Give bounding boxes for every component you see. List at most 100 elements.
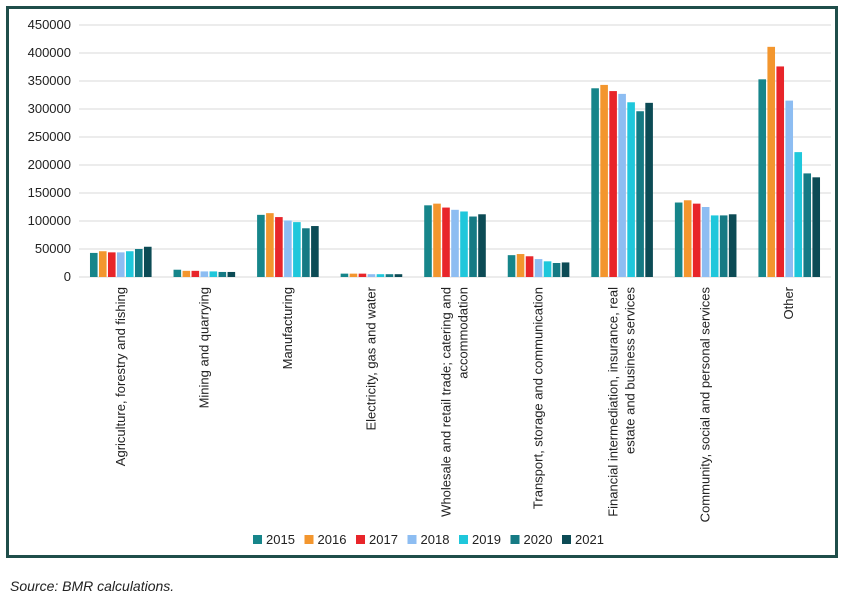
gridlines: [79, 24, 831, 278]
legend-swatch-2016: [304, 535, 314, 544]
bar-2021: [812, 177, 821, 277]
legend-label: 2017: [369, 532, 398, 547]
legend-swatch-2015: [253, 535, 262, 544]
bar-2017: [776, 66, 785, 277]
bar-2020: [302, 228, 310, 277]
legend-label: 2021: [575, 532, 604, 547]
bar-2018: [284, 220, 292, 277]
bar-2018: [200, 271, 209, 277]
bar-2021: [478, 214, 486, 277]
bar-2019: [627, 102, 635, 277]
y-tick-label: 150000: [28, 185, 71, 200]
legend-label: 2019: [472, 532, 501, 547]
bar-2021: [561, 262, 570, 277]
bar-2016: [349, 273, 358, 277]
bar-2015: [758, 79, 767, 277]
bar-2018: [785, 100, 794, 277]
bar-2018: [116, 252, 125, 277]
chart-frame: 0 50000 100000 150000 200000 250000 300000 3500…: [6, 6, 838, 558]
legend-swatch-2021: [562, 535, 571, 544]
bar-2018: [701, 207, 710, 277]
bar-2020: [803, 173, 812, 277]
bar-2019: [710, 215, 719, 277]
bar-2017: [525, 256, 534, 277]
bar-2020: [636, 111, 644, 278]
source-note: Source: BMR calculations.: [10, 578, 175, 594]
category-label: Financial intermediation, insurance, rea…: [606, 287, 621, 517]
category-label: Wholesale and retail trade; catering and: [439, 287, 454, 517]
legend-swatch-2017: [356, 535, 365, 544]
y-axis-ticks: 0 50000 100000 150000 200000 250000 300000 3500…: [28, 17, 71, 284]
bar-2015: [674, 202, 683, 277]
bar-2019: [125, 251, 134, 277]
category-label: Community, social and personal services: [698, 287, 713, 523]
category-label: Manufacturing: [280, 287, 295, 369]
legend-label: 2016: [318, 532, 347, 547]
bar-2016: [433, 203, 441, 277]
bar-2017: [275, 217, 283, 277]
legend: 2015 2016 2017 2018 2019 2020 2021: [253, 532, 604, 547]
bar-2016: [767, 46, 776, 278]
category-label: accommodation: [456, 287, 471, 379]
category-label: estate and business services: [623, 287, 638, 454]
y-tick-label: 300000: [28, 101, 71, 116]
category-label: Agriculture, forestry and fishing: [113, 287, 128, 466]
bar-2019: [460, 211, 468, 277]
bar-2019: [376, 274, 385, 277]
bar-2019: [293, 222, 301, 277]
bar-2021: [143, 246, 152, 277]
bar-2016: [98, 251, 107, 277]
legend-label: 2020: [524, 532, 553, 547]
bar-2018: [618, 93, 626, 277]
bar-2021: [311, 226, 319, 277]
bar-2020: [218, 271, 227, 277]
legend-swatch-2018: [407, 535, 417, 544]
legend-label: 2015: [266, 532, 295, 547]
bar-2020: [719, 215, 728, 277]
bar-2017: [358, 273, 367, 277]
bar-2019: [794, 152, 803, 277]
y-tick-label: 0: [64, 269, 71, 284]
legend-label: 2018: [421, 532, 450, 547]
bar-2015: [591, 88, 599, 277]
bar-2017: [609, 91, 617, 277]
bar-2018: [367, 274, 376, 277]
bar-2017: [442, 207, 450, 277]
bar-2019: [209, 271, 218, 277]
category-label: Mining and quarrying: [196, 287, 211, 408]
y-tick-label: 200000: [28, 157, 71, 172]
bar-2016: [516, 254, 525, 277]
bar-2019: [543, 261, 552, 277]
bar-2018: [534, 259, 543, 277]
bar-chart: 0 50000 100000 150000 200000 250000 300000 3500…: [28, 17, 831, 547]
bar-2021: [227, 271, 236, 277]
bar-2017: [107, 252, 116, 277]
bar-2021: [645, 102, 653, 277]
bar-2015: [89, 252, 98, 277]
bars: [89, 46, 821, 278]
legend-swatch-2020: [510, 535, 520, 544]
bar-2020: [385, 274, 394, 277]
bar-2015: [424, 205, 432, 277]
y-tick-label: 250000: [28, 129, 71, 144]
y-tick-label: 450000: [28, 17, 71, 32]
bar-2020: [469, 216, 477, 277]
bar-2015: [257, 214, 265, 277]
bar-2016: [683, 200, 692, 277]
bar-2018: [451, 209, 459, 277]
bar-2017: [692, 203, 701, 277]
bar-2015: [340, 273, 349, 277]
category-labels: Agriculture, forestry and fishing Mining …: [113, 286, 796, 522]
bar-2021: [728, 214, 737, 277]
bar-2016: [266, 213, 274, 277]
bar-2016: [600, 84, 608, 277]
bar-2015: [507, 255, 516, 277]
legend-swatch-2019: [459, 535, 468, 544]
y-tick-label: 350000: [28, 73, 71, 88]
bar-2020: [134, 249, 143, 277]
bar-2017: [191, 270, 200, 277]
bar-2016: [182, 270, 191, 277]
y-tick-label: 400000: [28, 45, 71, 60]
bar-2015: [173, 269, 182, 277]
bar-2021: [394, 274, 403, 277]
